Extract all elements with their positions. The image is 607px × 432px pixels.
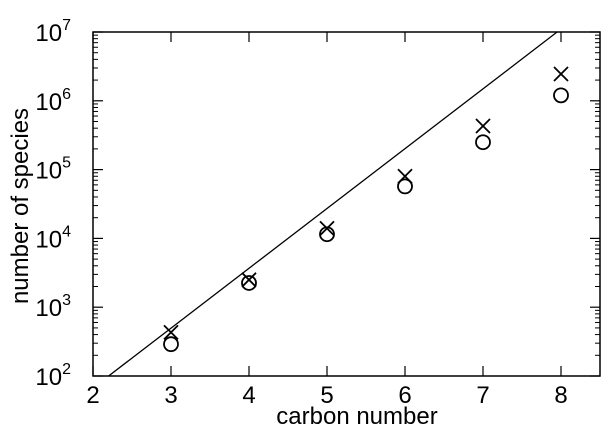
fit-line-path <box>108 31 558 377</box>
cross-series <box>163 66 569 341</box>
cross-stroke <box>163 324 179 341</box>
cross-marker <box>475 118 491 134</box>
cross-stroke <box>553 66 569 82</box>
y-tick-label: 106 <box>35 86 71 116</box>
cross-stroke <box>475 118 491 134</box>
circle-marker <box>475 134 491 151</box>
axis-ticks <box>92 31 600 377</box>
x-tick-label: 7 <box>476 382 489 409</box>
circle-marker <box>553 87 569 104</box>
circle-marker <box>241 275 257 291</box>
cross-stroke <box>241 272 257 288</box>
x-tick-labels: 2 3 4 5 6 7 8 <box>86 382 567 409</box>
y-tick-label: 105 <box>35 155 71 185</box>
y-tick-label: 107 <box>35 17 71 47</box>
circle-marker <box>163 336 179 353</box>
x-tick-label: 6 <box>398 382 411 409</box>
cross-stroke <box>319 220 335 236</box>
x-tick-label: 5 <box>320 382 333 409</box>
cross-marker <box>163 324 179 341</box>
x-tick-label: 4 <box>242 382 255 409</box>
circle-series <box>163 87 569 353</box>
cross-marker <box>319 220 335 236</box>
circle-marker <box>397 178 413 195</box>
y-tick-label: 103 <box>35 292 71 322</box>
cross-marker <box>241 272 257 288</box>
y-tick-label: 104 <box>35 223 71 253</box>
y-axis-label: number of species <box>7 108 34 304</box>
plot-frame <box>92 31 601 377</box>
fit-line <box>108 31 558 377</box>
y-tick-labels: 102 103 104 105 106 107 <box>35 17 71 391</box>
x-tick-label: 3 <box>164 382 177 409</box>
circle-marker <box>319 226 335 243</box>
x-axis-label: carbon number <box>276 403 437 430</box>
cross-marker <box>553 66 569 82</box>
x-tick-label: 8 <box>554 382 567 409</box>
y-tick-label: 102 <box>35 361 71 391</box>
plot-border <box>92 31 601 377</box>
x-tick-label: 2 <box>86 382 99 409</box>
